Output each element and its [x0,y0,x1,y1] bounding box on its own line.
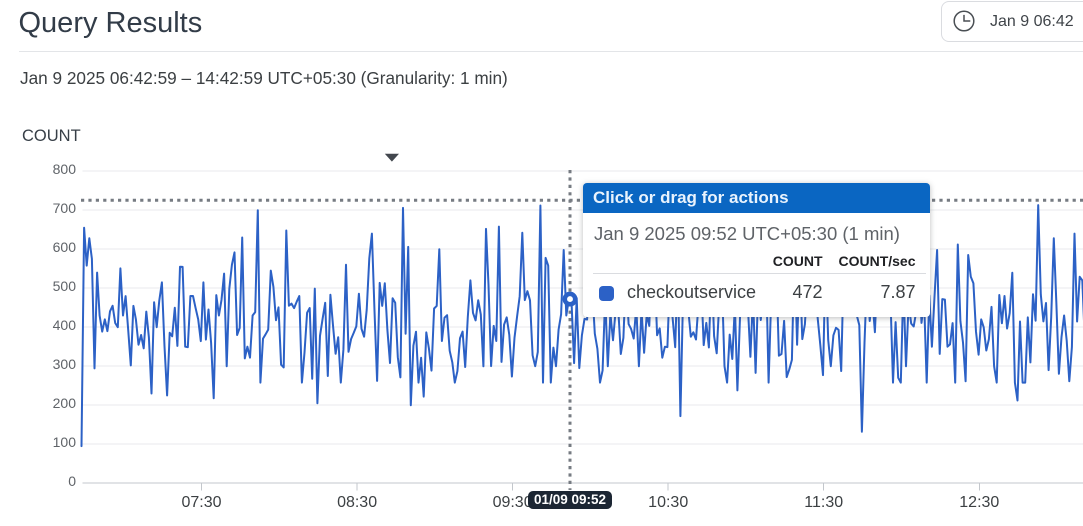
svg-text:10:30: 10:30 [648,494,688,511]
svg-text:0: 0 [68,473,76,489]
svg-text:11:30: 11:30 [804,494,843,511]
svg-text:200: 200 [53,395,77,411]
svg-text:09:30: 09:30 [493,494,533,511]
svg-text:300: 300 [53,356,77,372]
svg-text:700: 700 [53,200,77,216]
svg-text:500: 500 [53,278,77,294]
svg-text:08:30: 08:30 [337,494,377,511]
svg-text:600: 600 [53,239,77,255]
svg-text:12:30: 12:30 [959,494,999,511]
svg-text:100: 100 [53,434,77,450]
svg-text:800: 800 [53,161,77,177]
svg-text:07:30: 07:30 [181,494,221,511]
svg-text:400: 400 [53,317,77,333]
